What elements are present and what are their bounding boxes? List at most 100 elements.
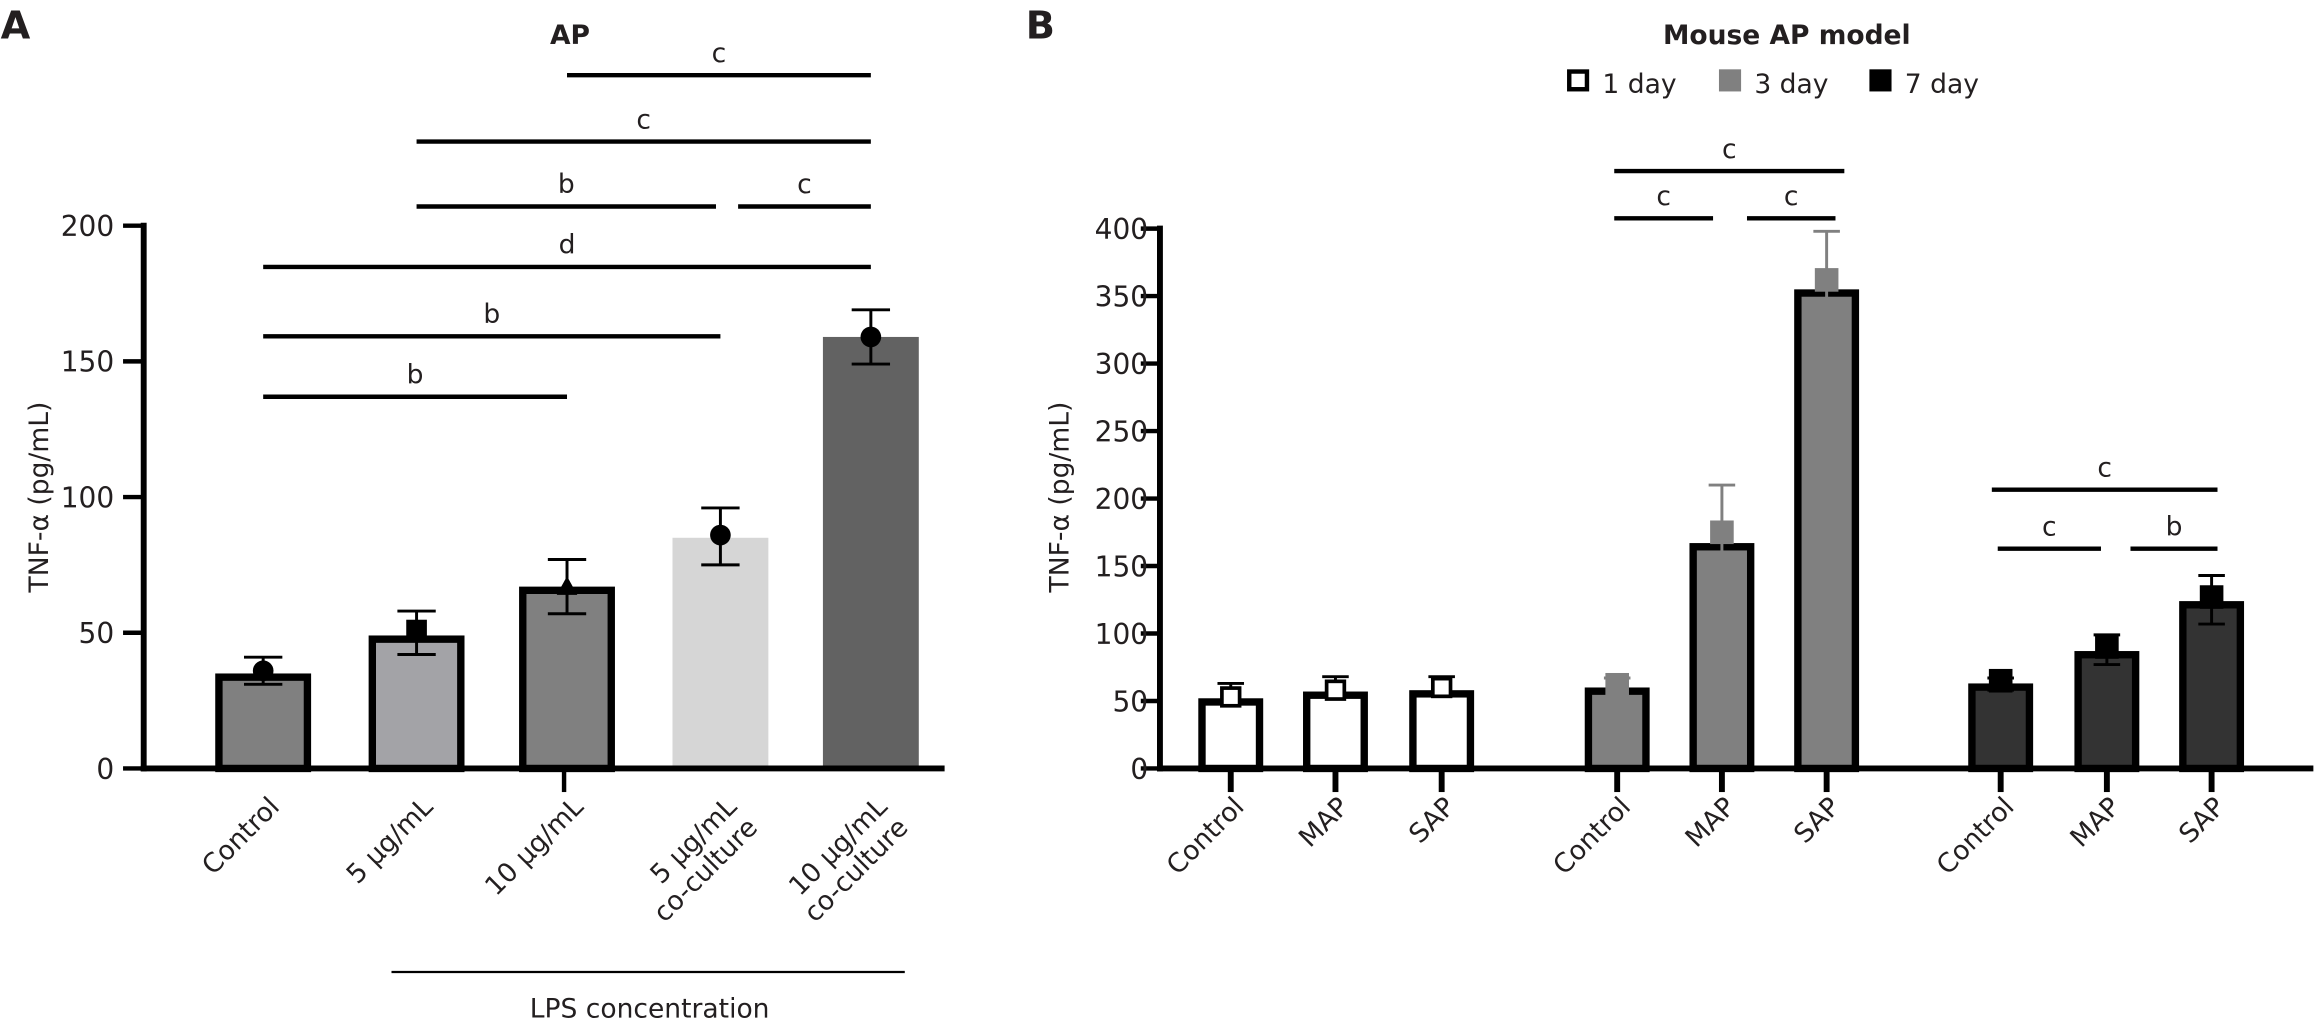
panel-a-x-axis-label: LPS concentration [530, 994, 770, 1025]
x-tick-label-line: SAP [1403, 791, 1461, 849]
data-point-square [1710, 520, 1734, 545]
bar [2074, 651, 2140, 773]
legend-label: 7 day [1905, 69, 1979, 100]
bar [672, 537, 769, 769]
x-tick-label: Control [196, 791, 286, 881]
significance-label: c [2097, 452, 2112, 483]
bar [1409, 690, 1475, 773]
panel-b-legend: 1 day 3 day 7 day [1567, 69, 1979, 100]
x-tick-label-line: Control [1931, 791, 2021, 881]
x-tick-label-line: Control [1547, 791, 1637, 881]
bar [822, 336, 919, 769]
data-point-triangle [556, 576, 578, 595]
data-point-square [406, 619, 427, 641]
panel-b-y-axis-label: TNF-α (pg/mL) [1045, 402, 1076, 594]
x-tick-label: Control [1547, 791, 1637, 881]
panel-a-title: AP [550, 20, 590, 51]
x-tick-label-line: SAP [2173, 791, 2231, 849]
significance-label: c [797, 169, 812, 200]
legend-swatch-square-icon [1869, 69, 1892, 92]
legend-item: 7 day [1869, 69, 1979, 100]
x-tick-label-line: MAP [1679, 791, 1741, 853]
x-tick-label-line: MAP [2064, 791, 2126, 853]
y-tick-label: 250 [1095, 415, 1148, 448]
x-tick-label-line: SAP [1788, 791, 1846, 849]
significance-label: b [558, 169, 575, 200]
data-point-square [1324, 679, 1347, 701]
panel-a-y-axis-label: TNF-α (pg/mL) [24, 402, 55, 594]
bar [1689, 543, 1755, 773]
bar [1794, 289, 1860, 773]
bar [1584, 687, 1650, 773]
data-point-circle [860, 326, 882, 348]
y-tick-label: 100 [1095, 618, 1148, 651]
significance-label: c [1784, 181, 1799, 212]
x-tick-label-line: Control [1161, 791, 1251, 881]
data-point-square [1220, 686, 1242, 708]
y-tick-label: 100 [61, 481, 114, 514]
y-tick-label: 150 [61, 346, 114, 379]
x-tick-label: 10 µg/mL [479, 791, 590, 902]
bar [519, 586, 615, 773]
y-tick-label: 300 [1095, 348, 1148, 381]
significance-label: c [636, 104, 651, 135]
bar [215, 673, 312, 773]
legend-label: 3 day [1754, 69, 1828, 100]
data-point-circle [252, 660, 274, 682]
y-tick-label: 200 [1095, 483, 1148, 516]
data-point-square [2199, 585, 2224, 609]
y-tick-label: 150 [1095, 550, 1148, 583]
bar [2179, 601, 2245, 773]
panel-b-letter: B [1026, 3, 1055, 48]
significance-label: d [559, 230, 576, 261]
y-tick-label: 400 [1095, 213, 1148, 246]
x-tick-label-line: MAP [1293, 791, 1355, 853]
y-tick-label: 50 [79, 617, 115, 650]
significance-label: b [2166, 511, 2183, 542]
x-tick-label: Control [1161, 791, 1251, 881]
significance-label: b [407, 359, 424, 390]
data-point-square [2095, 635, 2119, 659]
significance-label: c [712, 38, 727, 69]
legend-item: 1 day [1567, 69, 1677, 100]
data-point-square [1605, 672, 1629, 697]
x-tick-label: SAP [1403, 791, 1461, 849]
data-point-square [1988, 668, 2013, 693]
x-tick-label: Control [1931, 791, 2021, 881]
data-point-square [1814, 268, 1839, 292]
x-tick-label-line: 5 µg/mL [340, 791, 439, 890]
y-tick-label: 0 [96, 753, 114, 786]
bar [368, 635, 465, 773]
panel-b-title: Mouse AP model [1663, 20, 1911, 51]
bar [1198, 698, 1264, 773]
legend-swatch-square-icon [1718, 69, 1742, 92]
x-tick-label-line: Control [196, 791, 286, 881]
y-tick-label: 200 [61, 210, 114, 243]
bar [1968, 683, 2034, 773]
y-tick-label: 0 [1130, 753, 1148, 786]
panel-a-letter: A [1, 3, 31, 48]
x-tick-label: SAP [1788, 791, 1846, 849]
x-tick-label: SAP [2173, 791, 2231, 849]
significance-label: b [483, 299, 500, 330]
y-tick-label: 350 [1095, 280, 1148, 313]
bar [1303, 691, 1368, 773]
significance-label: c [1722, 134, 1737, 165]
legend-item: 3 day [1718, 69, 1828, 100]
x-tick-label: MAP [1679, 791, 1741, 853]
significance-label: c [1656, 181, 1671, 212]
x-tick-label: MAP [1293, 791, 1355, 853]
data-point-square [1430, 676, 1453, 699]
y-tick-label: 50 [1112, 685, 1148, 718]
x-tick-label-line: 10 µg/mL [479, 791, 590, 902]
x-tick-label: 5 µg/mL [340, 791, 439, 890]
x-tick-label: MAP [2064, 791, 2126, 853]
legend-swatch-hollow-square-icon [1567, 69, 1590, 92]
legend-label: 1 day [1602, 69, 1676, 100]
significance-label: c [2042, 511, 2057, 542]
data-point-circle [710, 524, 731, 546]
